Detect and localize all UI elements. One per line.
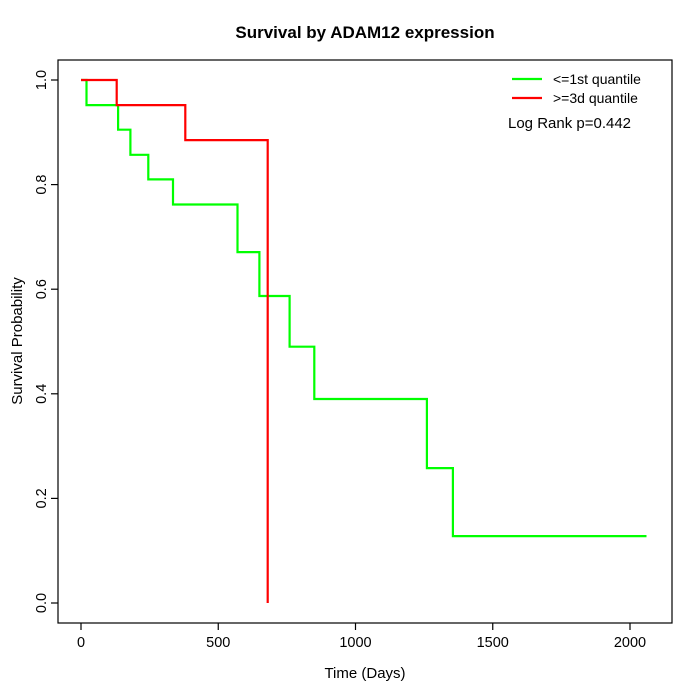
plot-title: Survival by ADAM12 expression xyxy=(235,23,494,42)
x-tick-label: 1500 xyxy=(477,635,509,651)
x-tick-label: 1000 xyxy=(339,635,371,651)
y-tick-label: 0.4 xyxy=(34,384,50,404)
legend-label-third-quantile: >=3d quantile xyxy=(553,90,638,106)
log-rank-annotation: Log Rank p=0.442 xyxy=(508,115,631,132)
y-tick-label: 0.8 xyxy=(34,175,50,195)
x-tick-label: 500 xyxy=(206,635,230,651)
km-curve-first-quantile xyxy=(81,78,647,538)
y-tick-label: 0.0 xyxy=(34,593,50,613)
y-tick-label: 1.0 xyxy=(34,70,50,90)
km-curve-third-quantile xyxy=(81,78,269,603)
x-tick-label: 2000 xyxy=(614,635,646,651)
legend-label-first-quantile: <=1st quantile xyxy=(553,71,641,87)
x-tick-label: 0 xyxy=(77,635,85,651)
y-tick-label: 0.2 xyxy=(34,488,50,508)
y-tick-label: 0.6 xyxy=(34,279,50,299)
x-axis-label: Time (Days) xyxy=(324,665,405,682)
legend: <=1st quantile >=3d quantile Log Rank p=… xyxy=(508,71,641,132)
plot-box xyxy=(57,59,673,624)
y-axis-label: Survival Probability xyxy=(9,277,26,405)
